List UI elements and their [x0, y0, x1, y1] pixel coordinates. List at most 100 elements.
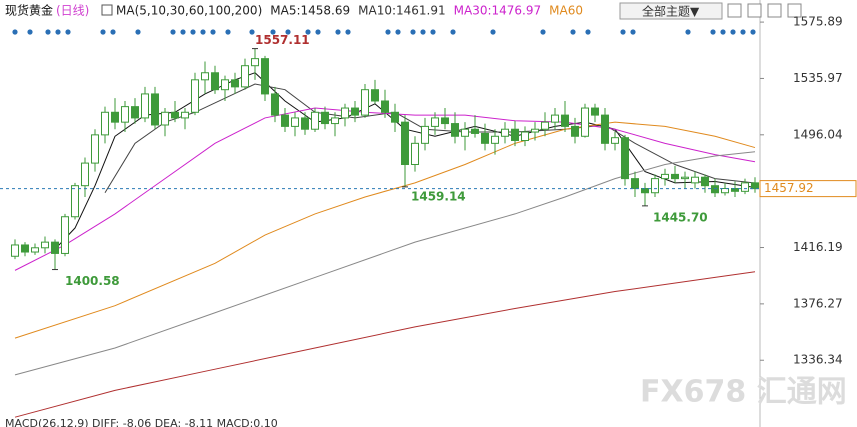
candle-body — [181, 111, 189, 119]
candle-body — [171, 111, 179, 119]
event-dot — [540, 29, 546, 35]
legend-entry: MA(5,10,30,60,100,200) — [116, 4, 262, 18]
event-dot — [345, 29, 351, 35]
candle-body — [611, 137, 619, 144]
candle-body — [691, 176, 699, 184]
candle-body — [471, 128, 479, 134]
candle-body — [151, 93, 159, 126]
candle-body — [351, 107, 359, 116]
candle-body — [491, 135, 499, 144]
candle-body — [371, 89, 379, 102]
candle-body — [251, 58, 259, 67]
candle-body — [451, 123, 459, 137]
candle-body — [711, 185, 719, 194]
ma-line — [14, 151, 756, 376]
event-dot — [630, 29, 636, 35]
price-badge — [759, 180, 857, 198]
checkbox[interactable] — [101, 4, 113, 16]
candle-body — [61, 216, 69, 254]
candle-body — [221, 79, 229, 91]
tool-button[interactable] — [787, 3, 802, 18]
candle-body — [161, 111, 169, 126]
candle-body — [281, 114, 289, 127]
candle-body — [51, 241, 59, 254]
candle-body — [741, 182, 749, 192]
event-dot — [395, 29, 401, 35]
candle-body — [131, 106, 139, 119]
candle-body — [531, 128, 539, 133]
candle-body — [751, 182, 759, 190]
candle-body — [521, 131, 529, 142]
event-dot — [65, 29, 71, 35]
candle-body — [461, 128, 469, 137]
y-tick-label: 1575.89 — [793, 15, 843, 29]
candle-body — [361, 89, 369, 116]
candle-body — [411, 142, 419, 166]
event-dot — [585, 29, 591, 35]
candle-body — [381, 100, 389, 113]
candle-body — [191, 79, 199, 113]
event-dot — [750, 29, 756, 35]
event-dot — [740, 29, 746, 35]
y-tick-label: 1416.19 — [793, 240, 843, 254]
candle-body — [261, 58, 269, 95]
candle-body — [631, 178, 639, 190]
candle-body — [211, 72, 219, 91]
candle-body — [541, 121, 549, 130]
candle-body — [601, 114, 609, 144]
event-dot — [450, 29, 456, 35]
event-dot — [720, 29, 726, 35]
event-dot — [570, 29, 576, 35]
candle-body — [591, 107, 599, 116]
candle-body — [241, 65, 249, 88]
candle-body — [721, 188, 729, 194]
y-tick-label: 1336.34 — [793, 353, 843, 367]
price-badge-label: 1457.92 — [764, 181, 814, 195]
candle-body — [571, 125, 579, 137]
event-dot — [27, 29, 33, 35]
candle-body — [31, 247, 39, 253]
candle-body — [651, 178, 659, 194]
event-dot — [249, 29, 255, 35]
watermark: FX678 汇通网 — [640, 375, 847, 410]
event-dot — [55, 29, 61, 35]
y-tick-label: 1496.04 — [793, 127, 843, 141]
event-dot — [100, 29, 106, 35]
event-dot — [170, 29, 176, 35]
candle-body — [481, 132, 489, 144]
candle-body — [41, 241, 49, 249]
event-dot — [410, 29, 416, 35]
candle-body — [11, 244, 19, 257]
theme-dropdown-label[interactable]: 全部主题▼ — [642, 4, 700, 19]
chart-subtitle: (日线) — [56, 4, 89, 18]
event-dot — [180, 29, 186, 35]
candle-body — [401, 121, 409, 166]
candle-body — [141, 93, 149, 119]
event-dot — [12, 29, 18, 35]
candle-body — [21, 244, 29, 253]
tool-button[interactable] — [727, 3, 742, 18]
candle-body — [121, 106, 129, 123]
y-tick-label: 1376.27 — [793, 296, 843, 310]
annotation: 1445.70 — [653, 210, 708, 224]
ma-line — [54, 72, 756, 250]
event-dot — [685, 29, 691, 35]
event-dot — [225, 29, 231, 35]
tool-button[interactable] — [747, 3, 762, 18]
annotation: 1557.11 — [255, 33, 310, 47]
event-dot — [135, 29, 141, 35]
candle-body — [621, 137, 629, 180]
event-dot — [200, 29, 206, 35]
event-dot — [305, 29, 311, 35]
tool-button[interactable] — [767, 3, 782, 18]
annotation: 1400.58 — [65, 274, 120, 288]
theme-dropdown[interactable] — [619, 2, 723, 20]
candle-body — [511, 128, 519, 142]
candle-body — [111, 111, 119, 123]
event-dot — [620, 29, 626, 35]
candle-body — [391, 111, 399, 123]
event-dot — [335, 29, 341, 35]
candle-body — [671, 173, 679, 180]
